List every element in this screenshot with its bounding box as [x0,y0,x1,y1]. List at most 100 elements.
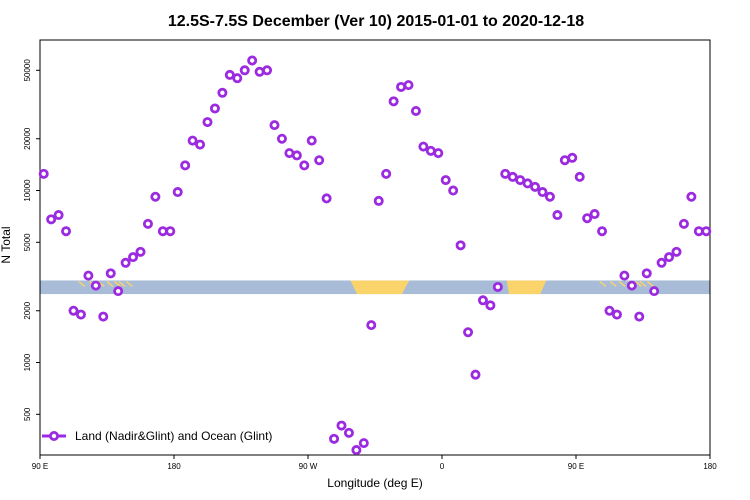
y-tick-label: 10000 [23,179,32,202]
data-point [306,135,317,146]
data-point [180,160,191,171]
y-tick-label: 20000 [23,127,32,150]
data-point [470,369,481,380]
data-point [343,427,354,438]
land-sliver-10 [618,280,626,287]
data-point [604,305,615,316]
data-point [522,178,533,189]
land-sliver-6 [118,280,126,287]
x-tick-label: 90 E [568,462,584,471]
data-point [664,252,675,263]
x-axis: 90 E 180 90 W 0 90 E 180 [32,455,717,471]
x-tick-label: 180 [703,462,717,471]
data-point [388,96,399,107]
data-point [351,445,362,456]
data-point [455,240,466,251]
data-point [410,105,421,116]
data-point [38,168,49,179]
chart-title: 12.5S-7.5S December (Ver 10) 2015-01-01 … [168,13,584,30]
data-point [276,133,287,144]
land-sliver-9 [609,280,617,287]
data-point [321,193,332,204]
data-point [641,268,652,279]
data-point [373,195,384,206]
data-point [492,281,503,292]
data-point [90,280,101,291]
data-point [105,268,116,279]
data-point [329,433,340,444]
data-point [314,155,325,166]
data-point [98,311,109,322]
data-point [75,309,86,320]
data-point [626,280,637,291]
data-point [187,135,198,146]
land-sliver-13 [639,280,647,287]
data-point [649,286,660,297]
data-point [202,117,213,128]
data-point [403,80,414,91]
land-sliver-1 [78,280,86,287]
data-point [232,73,243,84]
x-tick-label: 180 [167,462,181,471]
data-point [135,246,146,257]
land-sliver-4 [106,280,114,287]
data-point [589,209,600,220]
data-point [165,226,176,237]
data-point [463,327,474,338]
y-tick-label: 500 [23,407,32,421]
data-point [142,218,153,229]
x-tick-label: 0 [440,462,445,471]
y-axis-label: N Total [0,226,13,263]
data-point [530,181,541,192]
data-point [53,210,64,221]
data-point [83,270,94,281]
data-point [68,305,79,316]
data-point [574,171,585,182]
data-point [477,295,488,306]
data-point [195,139,206,150]
data-point [552,210,563,221]
land-ocean-strip [40,280,710,295]
data-point [254,66,265,77]
land-region-1 [350,280,410,295]
data-point [634,311,645,322]
data-point [448,185,459,196]
data-point [485,300,496,311]
data-point [113,286,124,297]
data-point [120,257,131,268]
data-point [515,175,526,186]
land-sliver-8 [599,280,607,287]
series-points [38,55,712,456]
y-tick-label: 1000 [23,353,32,371]
legend: Land (Nadir&Glint) and Ocean (Glint) [42,429,272,443]
x-axis-label: Longitude (deg E) [327,476,422,490]
data-point [567,152,578,163]
data-point [619,270,630,281]
data-point [366,320,377,331]
data-point [172,187,183,198]
data-point [418,141,429,152]
data-point [381,168,392,179]
data-point [582,213,593,224]
data-point [701,226,712,237]
data-point [239,65,250,76]
y-tick-label: 5000 [23,233,32,251]
data-point [611,309,622,320]
data-point [46,214,57,225]
data-point [597,226,608,237]
land-sliver-12 [635,280,642,287]
x-tick-label: 90 W [299,462,318,471]
data-point [336,420,347,431]
data-point [247,55,258,66]
data-point [291,150,302,161]
data-point [678,218,689,229]
land-sliver-5 [113,280,121,287]
plot-frame [39,39,711,456]
land-sliver-7 [125,280,133,287]
data-point [299,160,310,171]
data-point [544,191,555,202]
data-point [656,257,667,268]
legend-label: Land (Nadir&Glint) and Ocean (Glint) [75,429,272,443]
y-tick-label: 50000 [23,59,32,82]
